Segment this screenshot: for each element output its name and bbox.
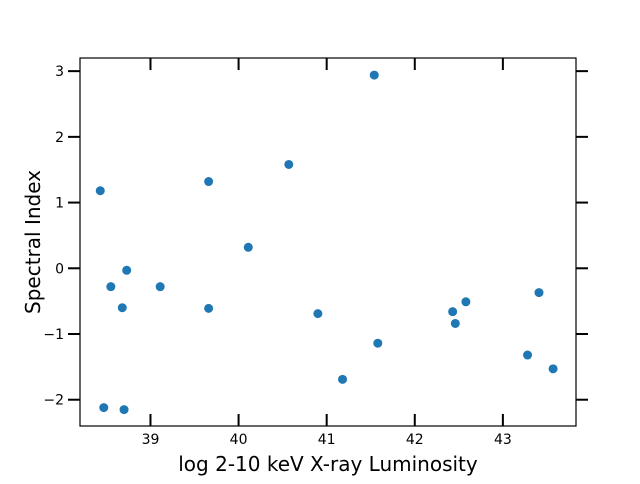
x-tick-label: 40 [230, 432, 248, 448]
y-tick-label: −2 [43, 393, 64, 409]
data-point [313, 309, 323, 319]
data-point [155, 282, 165, 292]
data-point [548, 364, 558, 374]
data-point [338, 374, 348, 384]
y-tick-label: 3 [55, 64, 64, 80]
data-point [461, 297, 471, 307]
data-point [450, 318, 460, 328]
data-point [523, 350, 533, 360]
y-tick-label: 1 [55, 196, 64, 212]
data-point [243, 242, 253, 252]
x-tick-label: 39 [142, 432, 160, 448]
y-tick-label: 0 [55, 261, 64, 277]
data-point [204, 177, 214, 187]
data-point [95, 186, 105, 196]
y-tick-label: −1 [43, 327, 64, 343]
data-point [448, 307, 458, 317]
x-tick-label: 41 [318, 432, 336, 448]
x-tick-label: 43 [494, 432, 512, 448]
data-point [117, 303, 127, 313]
data-point [284, 159, 294, 169]
ticks-layer: 39 40 41 42 43 −2 −1 0 1 2 3 [43, 58, 588, 448]
x-axis-label: log 2-10 keV X-ray Luminosity [178, 452, 478, 476]
y-axis-label: Spectral Index [21, 170, 45, 314]
data-point [534, 288, 544, 298]
data-point [369, 70, 379, 80]
data-point [122, 265, 132, 275]
plot-area-frame [79, 57, 577, 427]
data-point [204, 303, 214, 313]
data-point [373, 338, 383, 348]
data-point [99, 403, 109, 413]
x-tick-label: 42 [406, 432, 424, 448]
y-tick-label: 2 [55, 130, 64, 146]
points-layer [95, 70, 558, 415]
data-point [119, 405, 129, 415]
data-point [106, 282, 116, 292]
